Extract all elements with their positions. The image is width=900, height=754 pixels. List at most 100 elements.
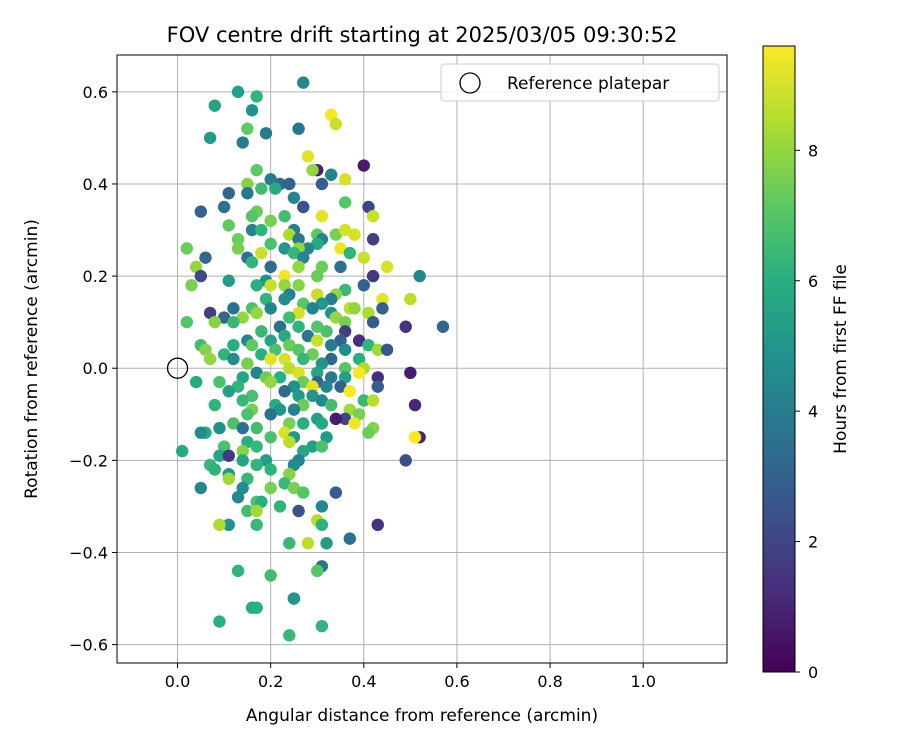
data-point xyxy=(250,504,263,518)
data-point xyxy=(283,417,296,430)
data-point xyxy=(222,385,235,398)
data-point xyxy=(203,352,217,366)
data-point xyxy=(264,302,277,315)
data-point xyxy=(436,320,450,333)
data-point xyxy=(278,426,291,439)
data-point xyxy=(343,532,357,545)
legend-label: Reference platepar xyxy=(507,74,669,94)
data-point xyxy=(236,371,249,384)
data-point xyxy=(245,223,259,237)
data-point xyxy=(311,334,324,347)
data-point xyxy=(278,279,291,292)
data-point xyxy=(297,297,310,310)
data-point xyxy=(306,348,319,361)
data-point xyxy=(241,472,254,485)
data-point xyxy=(199,251,212,264)
data-point xyxy=(250,366,263,380)
data-point xyxy=(408,431,422,444)
data-point xyxy=(292,260,305,274)
data-point xyxy=(217,200,231,214)
data-point xyxy=(273,320,287,333)
data-point xyxy=(217,440,231,453)
data-point xyxy=(376,292,389,306)
data-point xyxy=(236,421,249,435)
data-point xyxy=(306,389,319,403)
data-point xyxy=(241,186,254,200)
data-point xyxy=(236,454,249,467)
data-point xyxy=(213,421,226,435)
data-point xyxy=(297,76,310,89)
legend-box xyxy=(440,63,720,102)
data-point xyxy=(213,518,226,532)
data-point xyxy=(320,431,333,444)
data-point xyxy=(231,490,245,504)
data-point xyxy=(324,292,338,306)
data-point xyxy=(357,159,370,172)
data-point xyxy=(283,467,296,481)
data-point xyxy=(338,412,352,426)
data-point xyxy=(250,163,263,177)
data-point xyxy=(362,200,375,214)
colorbar-tick-label: 4 xyxy=(808,402,818,421)
data-point xyxy=(227,417,240,430)
data-point xyxy=(366,315,380,329)
data-point xyxy=(283,338,296,352)
data-point xyxy=(283,362,296,375)
data-point xyxy=(287,403,301,416)
data-point xyxy=(227,338,240,352)
data-point xyxy=(278,385,291,398)
data-point xyxy=(278,292,291,306)
data-point xyxy=(334,334,347,347)
data-point xyxy=(324,168,338,181)
data-point xyxy=(241,408,254,421)
data-point xyxy=(278,352,291,366)
data-point xyxy=(264,173,277,186)
data-point xyxy=(241,435,254,449)
colorbar-tick-label: 6 xyxy=(808,272,818,291)
data-point xyxy=(311,288,324,301)
data-point xyxy=(189,375,203,389)
data-point xyxy=(315,260,329,274)
legend-marker-icon xyxy=(459,72,481,94)
data-point xyxy=(208,398,221,412)
data-point xyxy=(231,233,245,246)
data-point xyxy=(315,357,329,370)
data-point xyxy=(292,343,305,356)
data-point xyxy=(231,380,245,393)
data-point xyxy=(376,302,389,315)
x-tick-label: 0.2 xyxy=(258,672,283,691)
data-point xyxy=(199,343,212,356)
data-point xyxy=(245,104,259,117)
data-point xyxy=(236,136,249,149)
data-point xyxy=(241,504,254,518)
data-point xyxy=(292,366,305,380)
data-point xyxy=(208,99,221,112)
data-point xyxy=(264,214,277,228)
colorbar-ticks: 0 2 4 6 8 xyxy=(795,141,818,682)
data-point xyxy=(222,472,235,485)
data-point xyxy=(324,398,338,412)
data-point xyxy=(292,389,305,403)
data-point xyxy=(175,444,189,458)
data-point xyxy=(250,306,263,320)
data-point xyxy=(264,431,277,444)
colorbar-tick-label: 0 xyxy=(808,663,818,682)
data-point xyxy=(236,481,249,495)
data-point xyxy=(404,292,417,306)
data-point xyxy=(362,306,375,320)
data-point xyxy=(380,343,394,356)
data-point xyxy=(334,380,347,393)
data-point xyxy=(362,426,375,439)
data-point xyxy=(250,458,263,472)
data-point xyxy=(324,108,338,122)
data-point xyxy=(306,440,319,453)
y-tick-label: 0.4 xyxy=(83,175,108,194)
y-tick-label: 0.2 xyxy=(83,267,108,286)
data-point xyxy=(245,389,259,403)
data-point xyxy=(329,311,343,324)
data-point xyxy=(287,246,301,260)
data-point xyxy=(255,348,268,361)
x-tick-label: 1.0 xyxy=(630,672,655,691)
data-point xyxy=(264,334,277,347)
